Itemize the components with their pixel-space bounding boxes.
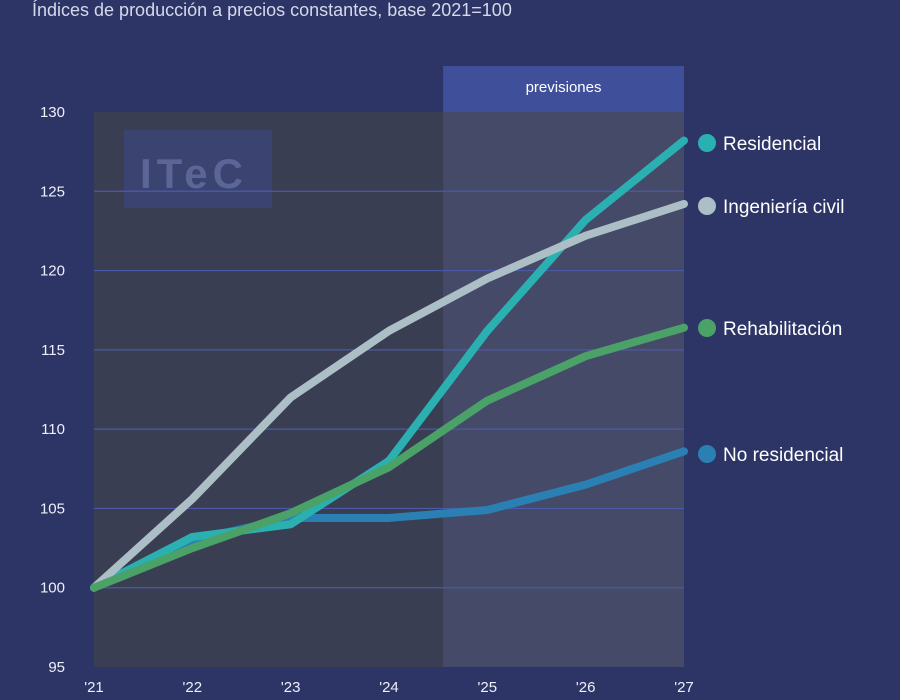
x-tick-label: '21 bbox=[84, 679, 104, 696]
watermark-box bbox=[124, 130, 272, 208]
series-line-rehabilitaci-n bbox=[90, 323, 688, 592]
x-tick-label: '25 bbox=[478, 679, 498, 696]
y-tick-label: 110 bbox=[41, 421, 65, 438]
chart-subtitle: Índices de producción a precios constant… bbox=[32, 0, 512, 20]
x-tick-label: '27 bbox=[674, 679, 694, 696]
legend-label: Rehabilitación bbox=[723, 319, 842, 340]
x-tick-label: '22 bbox=[183, 679, 203, 696]
x-tick-label: '26 bbox=[576, 679, 596, 696]
y-tick-label: 120 bbox=[40, 263, 65, 280]
y-tick-label: 115 bbox=[41, 342, 65, 359]
legend-marker bbox=[698, 319, 716, 337]
series-lines bbox=[90, 136, 688, 592]
forecast-header bbox=[443, 66, 684, 112]
y-axis-ticks: 95 100 105 110 115 120 125 130 bbox=[40, 104, 65, 676]
y-tick-label: 125 bbox=[40, 183, 65, 200]
forecast-band: previsiones bbox=[443, 66, 684, 667]
x-tick-label: '23 bbox=[281, 679, 301, 696]
series-line-ingenier-a-civil bbox=[90, 199, 688, 592]
legend-label: Residencial bbox=[723, 134, 821, 155]
y-tick-label: 100 bbox=[40, 580, 65, 597]
gridlines bbox=[94, 190, 684, 589]
y-tick-label: 105 bbox=[40, 500, 65, 517]
legend: Residencial Ingeniería civil Rehabilitació… bbox=[698, 134, 844, 466]
forecast-label: previsiones bbox=[526, 79, 602, 96]
x-axis-ticks: '21 '22 '23 '24 '25 '26 '27 bbox=[84, 679, 694, 696]
y-tick-label: 130 bbox=[40, 104, 65, 121]
legend-label: Ingeniería civil bbox=[723, 197, 844, 218]
forecast-region bbox=[443, 112, 684, 667]
legend-marker bbox=[698, 197, 716, 215]
itec-watermark: ITeC bbox=[140, 150, 248, 197]
series-line-residencial bbox=[90, 136, 688, 592]
legend-label: No residencial bbox=[723, 445, 843, 466]
x-tick-label: '24 bbox=[379, 679, 399, 696]
legend-marker bbox=[698, 134, 716, 152]
legend-marker bbox=[698, 445, 716, 463]
y-tick-label: 95 bbox=[48, 659, 65, 676]
